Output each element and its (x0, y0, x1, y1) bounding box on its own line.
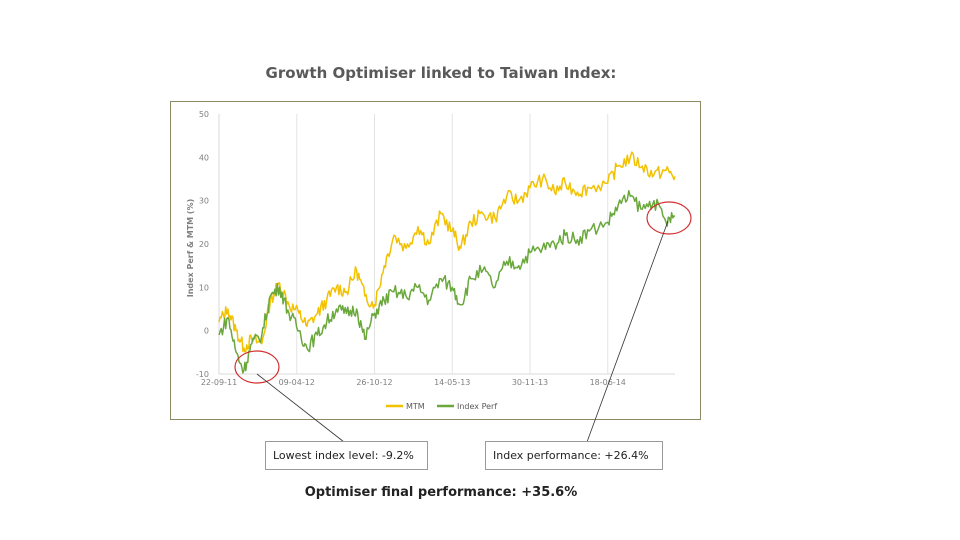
y-tick-label: 10 (199, 283, 209, 292)
x-tick-label: 26-10-12 (356, 378, 392, 387)
series-line-mtm (218, 151, 676, 353)
y-tick-label: 40 (199, 153, 209, 162)
optimiser-final-performance: Optimiser final performance: +35.6% (304, 485, 578, 500)
chart-legend: MTM Index Perf (386, 402, 497, 411)
y-tick-labels: -10 0 10 20 30 40 50 (196, 110, 209, 379)
lowest-index-callout: Lowest index level: -9.2% (265, 441, 428, 470)
x-tick-label: 09-04-12 (279, 378, 315, 387)
y-tick-label: 30 (199, 197, 209, 206)
x-tick-label: 18-06-14 (590, 378, 626, 387)
x-tick-labels: 22-09-11 09-04-12 26-10-12 14-05-13 30-11-13… (201, 378, 626, 387)
y-tick-label: -10 (196, 370, 209, 379)
line-chart: Index Perf & MTM (%) -10 0 10 20 30 40 50 22-0… (186, 110, 676, 411)
y-tick-label: 50 (199, 110, 209, 119)
grid-lines (218, 114, 675, 375)
x-tick-label: 14-05-13 (434, 378, 470, 387)
legend-label-mtm: MTM (406, 402, 425, 411)
slide-title: Growth Optimiser linked to Taiwan Index: (265, 64, 617, 82)
y-tick-label: 20 (199, 240, 209, 249)
y-tick-label: 0 (204, 327, 209, 336)
series-lines (218, 151, 676, 374)
y-axis-label: Index Perf & MTM (%) (186, 199, 195, 298)
x-tick-label: 30-11-13 (512, 378, 548, 387)
index-performance-callout: Index performance: +26.4% (485, 441, 663, 470)
x-tick-label: 22-09-11 (201, 378, 237, 387)
chart-frame: Index Perf & MTM (%) -10 0 10 20 30 40 50 22-0… (170, 101, 701, 420)
series-line-index-perf (218, 190, 676, 374)
legend-label-index-perf: Index Perf (457, 402, 497, 411)
